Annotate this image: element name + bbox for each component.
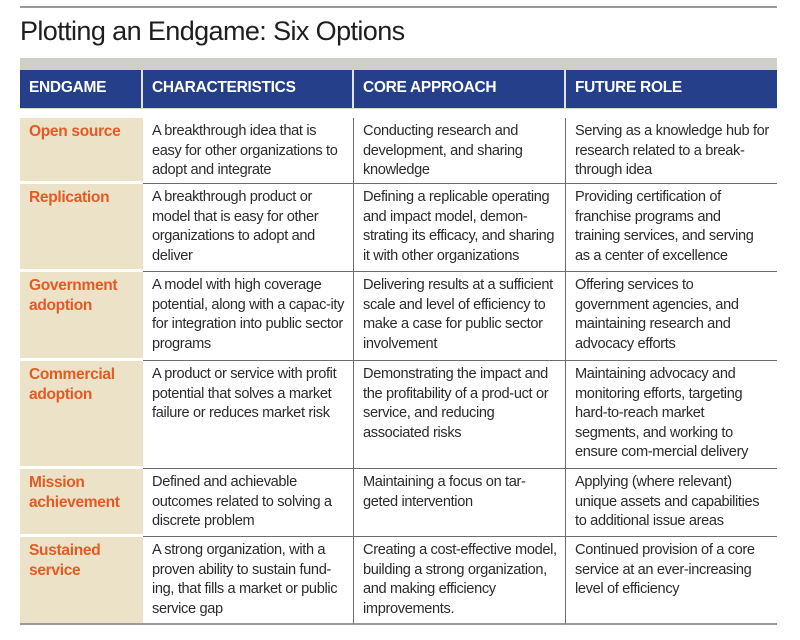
table-header: ENDGAME CHARACTERISTICS CORE APPROACH FU… [20,70,777,109]
header-characteristics: CHARACTERISTICS [143,70,354,108]
endgame-cell: Commercial adoption [20,361,143,469]
endgame-cell: Sustained service [20,537,143,625]
table-row: Government adoption A model with high co… [20,272,777,361]
header-strip [20,58,777,70]
future-role-cell: Applying (where relevant) unique assets … [566,469,777,537]
table-body: Open source A breakthrough idea that is … [20,118,777,625]
characteristics-cell: A product or service with profit potenti… [143,361,354,469]
core-approach-cell: Demonstrating the impact and the profita… [354,361,566,469]
future-role-cell: Providing certification of franchise pro… [566,184,777,272]
future-role-cell: Maintaining advocacy and monitoring effo… [566,361,777,469]
endgame-cell: Replication [20,184,143,272]
table-row: Open source A breakthrough idea that is … [20,118,777,184]
core-approach-cell: Defining a replicable operating and impa… [354,184,566,272]
future-role-cell: Offering services to government agencies… [566,272,777,361]
characteristics-cell: A strong organization, with a proven abi… [143,537,354,625]
page-title: Plotting an Endgame: Six Options [20,16,405,46]
characteristics-cell: Defined and achievable outcomes related … [143,469,354,537]
table-row: Mission achievement Defined and achievab… [20,469,777,537]
characteristics-cell: A model with high coverage potential, al… [143,272,354,361]
core-approach-cell: Delivering results at a sufficient scale… [354,272,566,361]
table-row: Replication A breakthrough product or mo… [20,184,777,272]
future-role-cell: Serving as a knowledge hub for research … [566,118,777,184]
table-row: Commercial adoption A product or service… [20,361,777,469]
characteristics-cell: A breakthrough product or model that is … [143,184,354,272]
header-future-role: FUTURE ROLE [575,79,682,96]
core-approach-cell: Creating a cost-effective model, buildin… [354,537,566,625]
endgame-table: ENDGAME CHARACTERISTICS CORE APPROACH FU… [20,58,777,625]
future-role-cell: Continued provision of a core service at… [566,537,777,625]
header-endgame: ENDGAME [20,70,143,108]
endgame-cell: Open source [20,118,143,184]
header-core-approach: CORE APPROACH [354,70,566,108]
table-row: Sustained service A strong organization,… [20,537,777,625]
characteristics-cell: A breakthrough idea that is easy for oth… [143,118,354,184]
endgame-cell: Government adoption [20,272,143,361]
core-approach-cell: Conducting research and development, and… [354,118,566,184]
top-rule [20,6,777,8]
endgame-cell: Mission achievement [20,469,143,537]
core-approach-cell: Maintaining a focus on tar-geted interve… [354,469,566,537]
